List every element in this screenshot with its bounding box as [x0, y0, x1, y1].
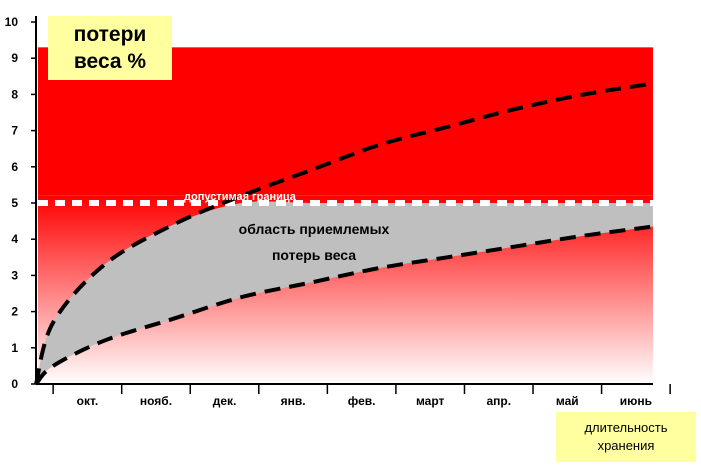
x-axis-title-line-1: длительность: [584, 420, 668, 435]
x-tick-label: дек.: [213, 394, 237, 408]
x-tick-label: фев.: [348, 394, 376, 408]
y-tick-label: 9: [11, 51, 18, 65]
series-line-1: [34, 81, 654, 385]
y-tick-label: 4: [11, 232, 18, 246]
series-line-2: [34, 224, 654, 386]
acceptable-loss-area: [36, 201, 653, 384]
x-tick-label: нояб.: [140, 394, 172, 408]
y-axis-title-line-2: веса %: [73, 50, 147, 73]
x-tick-label: март: [416, 394, 445, 408]
x-tick-label: янв.: [281, 394, 306, 408]
y-tick-label: 8: [11, 87, 18, 101]
area-label-line-1: область приемлемых: [239, 221, 390, 237]
y-axis-title: потери веса %: [48, 16, 172, 80]
x-tick-label: май: [556, 394, 579, 408]
y-tick-label: 1: [11, 341, 18, 355]
limit-label: допустимая граница: [184, 191, 297, 203]
y-tick-label: 5: [11, 196, 18, 210]
x-axis-title-line-2: хранения: [597, 438, 655, 453]
y-tick-label: 2: [11, 305, 18, 319]
x-tick-label: июнь: [620, 394, 652, 408]
x-tick-label: апр.: [486, 394, 511, 408]
x-tick-label: окт.: [77, 394, 99, 408]
curves: [34, 81, 654, 386]
x-axis-title: длительность хранения: [556, 412, 696, 462]
axes: [31, 16, 671, 394]
y-tick-label: 7: [11, 124, 18, 138]
y-tick-label: 10: [5, 15, 19, 29]
y-axis-title-line-1: потери: [73, 23, 147, 46]
area-label-line-2: потерь веса: [272, 247, 356, 263]
y-tick-label: 3: [11, 268, 18, 282]
y-tick-label: 6: [11, 160, 18, 174]
tick-labels: 0 1 2 3 4 5 6 7 8 9 10 окт. нояб. дек. янв. фев. март апр…: [5, 15, 652, 408]
y-tick-label: 0: [11, 377, 18, 391]
